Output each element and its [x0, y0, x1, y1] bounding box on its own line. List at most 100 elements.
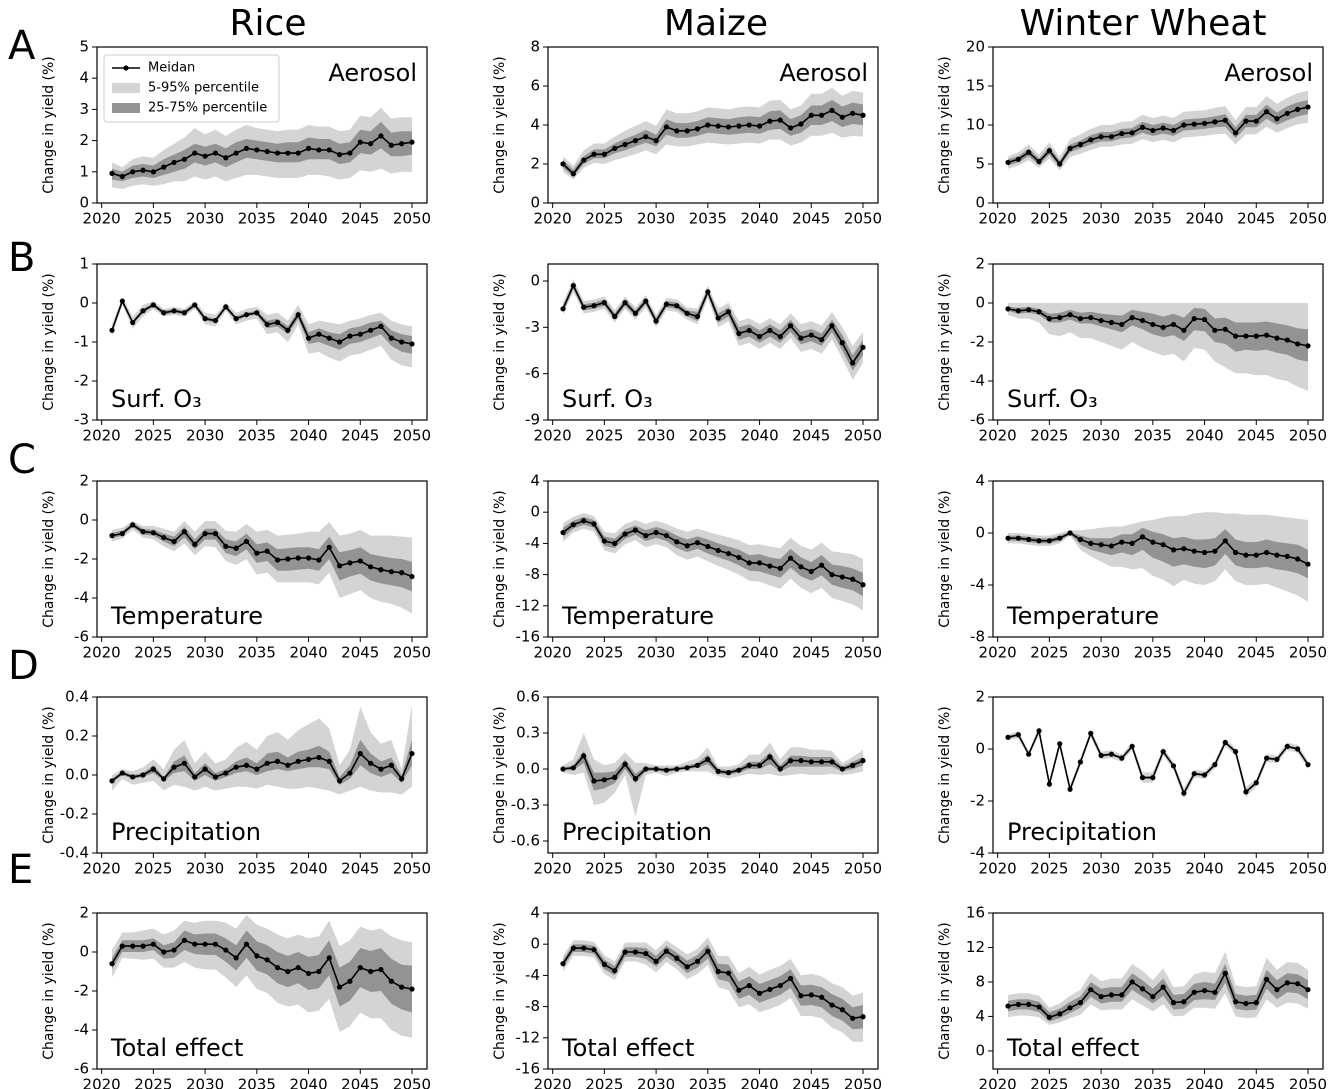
median-point: [715, 123, 721, 129]
median-point: [1295, 341, 1301, 347]
median-point: [1150, 127, 1156, 134]
panel-label: Surf. O₃: [1007, 385, 1098, 413]
median-point: [1160, 749, 1166, 755]
median-point: [819, 562, 825, 568]
median-point: [1305, 343, 1311, 349]
y-axis-label: Change in yield (%): [937, 56, 953, 194]
median-point: [295, 758, 301, 764]
median-point: [632, 310, 639, 317]
median-point: [591, 521, 597, 527]
median-point: [212, 317, 219, 324]
x-tick-label: 2035: [1134, 1076, 1172, 1089]
median-point: [777, 565, 783, 571]
median-point: [1108, 992, 1115, 998]
y-tick-label: 15: [966, 77, 985, 95]
median-point: [171, 159, 177, 166]
x-tick-label: 2020: [534, 427, 572, 445]
y-tick-label: 0: [530, 194, 540, 212]
median-point: [1067, 786, 1073, 792]
y-axis-label: Change in yield (%): [492, 706, 508, 844]
y-tick-label: -0.6: [511, 832, 540, 850]
x-tick-label: 2050: [1289, 644, 1327, 662]
median-point: [1046, 538, 1052, 544]
median-point: [1191, 989, 1197, 995]
median-point: [1098, 542, 1104, 548]
median-point: [756, 762, 763, 769]
median-point: [233, 764, 239, 770]
y-axis-label: Change in yield (%): [492, 56, 508, 194]
median-point: [212, 531, 219, 537]
x-tick-label: 2020: [979, 860, 1017, 878]
y-tick-label: 0.0: [516, 760, 540, 778]
median-point: [1057, 741, 1063, 747]
percentile-band: [563, 279, 863, 380]
median-point: [1088, 730, 1094, 737]
median-point: [212, 150, 219, 156]
median-point: [1046, 316, 1052, 322]
y-axis-label: Change in yield (%): [492, 273, 508, 411]
median-point: [1274, 116, 1280, 122]
median-point: [674, 539, 680, 545]
median-point: [378, 966, 384, 973]
median-point: [1036, 159, 1042, 165]
median-point: [756, 990, 763, 996]
median-point: [663, 533, 670, 539]
median-point: [336, 339, 343, 345]
median-point: [1284, 743, 1290, 750]
median-point: [399, 339, 405, 345]
y-tick-label: 6: [530, 77, 540, 95]
median-point: [850, 762, 856, 769]
median-point: [1077, 141, 1084, 148]
median-point: [787, 323, 794, 329]
median-point: [150, 169, 156, 175]
x-tick-label: 2050: [844, 1076, 882, 1089]
x-tick-label: 2035: [238, 644, 276, 662]
median-point: [1077, 1000, 1084, 1006]
y-axis-label: Change in yield (%): [41, 706, 57, 844]
median-point: [1046, 148, 1052, 154]
median-point: [694, 540, 701, 546]
x-tick-label: 2040: [289, 427, 327, 445]
x-tick-label: 2035: [689, 860, 727, 878]
percentile-band: [112, 522, 412, 592]
x-tick-label: 2040: [740, 1076, 778, 1089]
median-point: [1274, 552, 1280, 558]
x-tick-label: 2030: [186, 427, 224, 445]
median-point: [1005, 159, 1011, 166]
x-tick-label: 2035: [689, 644, 727, 662]
x-tick-label: 2050: [393, 210, 431, 228]
y-axis-label: Change in yield (%): [937, 922, 953, 1060]
median-point: [368, 564, 374, 570]
median-point: [254, 550, 260, 556]
y-tick-label: 0: [79, 943, 89, 961]
median-point: [171, 947, 177, 953]
median-point: [109, 327, 115, 333]
percentile-band: [1008, 100, 1308, 168]
median-point: [109, 961, 115, 967]
y-tick-label: 4: [975, 472, 985, 490]
y-tick-label: 3: [79, 100, 89, 118]
median-point: [663, 301, 670, 307]
median-point: [161, 534, 167, 541]
median-point: [150, 766, 156, 772]
median-point: [399, 570, 405, 576]
median-point: [357, 750, 363, 757]
y-tick-label: 2: [975, 255, 985, 273]
y-tick-label: 4: [79, 69, 89, 87]
median-point: [305, 756, 312, 763]
median-point: [850, 576, 856, 582]
median-point: [285, 556, 291, 562]
median-point: [591, 151, 597, 157]
median-point: [399, 984, 405, 990]
median-line: [1007, 728, 1309, 796]
median-point: [622, 531, 628, 537]
median-point: [1284, 980, 1290, 986]
median-point: [1295, 106, 1301, 112]
median-point: [1274, 756, 1280, 763]
median-point: [653, 958, 659, 964]
median-point: [1098, 994, 1104, 1000]
median-point: [1067, 530, 1073, 536]
median-point: [1191, 316, 1197, 322]
x-tick-label: 2020: [979, 644, 1017, 662]
median-point: [1129, 315, 1135, 321]
